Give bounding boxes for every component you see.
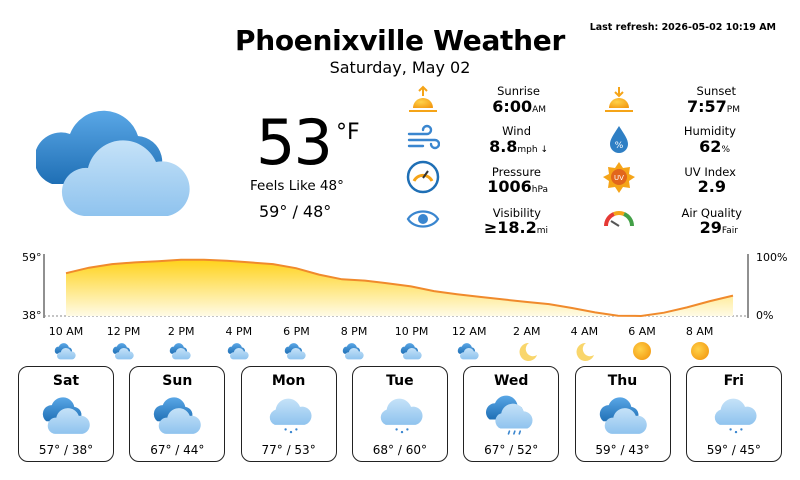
hour-label: 12 PM	[106, 325, 141, 338]
pressure-value: 1006hPa	[487, 177, 548, 196]
partly-cloudy-icon	[54, 343, 76, 360]
y-min-label: 38°	[22, 309, 42, 322]
hour-label: 4 PM	[225, 325, 253, 338]
partly-cloudy-icon	[112, 343, 134, 360]
wind-label: Wind	[502, 124, 531, 138]
temperature-area	[66, 259, 733, 316]
sunset-icon	[605, 87, 633, 112]
last-refresh: Last refresh: 2026-05-02 10:19 AM	[589, 22, 776, 33]
forecast-day: Thu	[607, 373, 638, 389]
visibility-label: Visibility	[492, 206, 541, 220]
forecast-card-mon: Mon 77° / 53°	[240, 366, 337, 462]
sun-icon	[633, 342, 651, 360]
forecast-card-wed: Wed 67° / 52°	[463, 366, 560, 462]
hour-label: 12 AM	[451, 325, 487, 338]
sunrise-label: Sunrise	[497, 84, 540, 98]
forecast-temps: 59° / 43°	[595, 443, 650, 457]
forecast-card-sat: Sat 57° / 38°	[18, 366, 114, 462]
rain-icon	[269, 398, 312, 434]
air-quality-gauge-icon	[604, 211, 634, 227]
sun-icon	[690, 342, 709, 360]
air-quality-label: Air Quality	[681, 206, 742, 220]
partly-cloudy-icon	[42, 397, 90, 434]
forecast-card-sun: Sun 67° / 44°	[129, 366, 226, 462]
current-date: Saturday, May 02	[329, 58, 471, 77]
feels-like: Feels Like 48°	[250, 178, 344, 194]
hour-label: 8 AM	[685, 325, 714, 338]
forecast-temps: 77° / 53°	[261, 443, 316, 457]
forecast-day: Wed	[493, 373, 529, 389]
forecast-card-thu: Thu 59° / 43°	[574, 366, 671, 462]
uv-icon: UV	[603, 162, 635, 193]
visibility-value: ≥18.2mi	[483, 218, 548, 237]
pressure-label: Pressure	[491, 165, 541, 179]
svg-text:%: %	[615, 141, 624, 151]
svg-text:UV: UV	[614, 174, 624, 182]
hour-label: 4 AM	[570, 325, 599, 338]
partly-cloudy-icon	[599, 397, 647, 434]
forecast-card-tue: Tue 68° / 60°	[351, 366, 448, 462]
uv-index-value: 2.9	[697, 177, 726, 196]
air-quality-value: 29Fair	[699, 218, 738, 237]
hour-label: 10 AM	[48, 325, 84, 338]
temperature-unit: °F	[336, 120, 360, 145]
current-temperature: 53	[256, 106, 333, 179]
forecast-day: Sat	[52, 373, 80, 389]
wind-value: 8.8mph ↓	[489, 137, 548, 156]
humidity-label: Humidity	[683, 124, 736, 138]
partly-cloudy-icon	[342, 343, 364, 360]
forecast-day: Tue	[386, 373, 414, 389]
high-low: 59° / 48°	[259, 202, 332, 221]
forecast-day: Fri	[723, 373, 744, 389]
uv-index-label: UV Index	[684, 165, 736, 179]
forecast-temps: 67° / 44°	[150, 443, 205, 457]
y-max-label: 59°	[22, 251, 42, 264]
partly-cloudy-icon	[285, 343, 307, 360]
partly-cloudy-icon	[457, 343, 479, 360]
wind-icon	[407, 124, 440, 150]
forecast-day: Sun	[162, 373, 193, 389]
rain-icon	[714, 398, 757, 434]
rain-icon	[380, 398, 423, 434]
hour-label: 6 AM	[628, 325, 656, 338]
hourly-temperature-chart: 59° 38° 100% 0%	[22, 251, 787, 322]
eye-icon	[406, 210, 440, 228]
right-max-label: 100%	[756, 251, 787, 264]
partly-cloudy-icon	[227, 343, 249, 360]
moon-icon	[519, 342, 537, 361]
rain-cloudy-icon	[486, 394, 534, 435]
hour-label: 2 PM	[167, 325, 195, 338]
humidity-icon: %	[610, 126, 628, 153]
partly-cloudy-icon	[154, 397, 202, 434]
sunset-label: Sunset	[696, 84, 736, 98]
sunrise-value: 6:00AM	[492, 97, 546, 116]
sunrise-icon	[409, 85, 437, 112]
sunset-value: 7:57PM	[687, 97, 740, 116]
forecast-temps: 57° / 38°	[38, 443, 94, 457]
moon-icon	[576, 342, 595, 361]
page-title: Phoenixville Weather	[235, 24, 565, 57]
forecast-temps: 59° / 45°	[706, 443, 761, 457]
partly-cloudy-icon	[169, 343, 191, 360]
partly-cloudy-icon	[400, 343, 422, 360]
partly-cloudy-icon	[36, 110, 190, 216]
right-min-label: 0%	[756, 309, 773, 322]
forecast-temps: 67° / 52°	[484, 443, 539, 457]
hour-label: 10 PM	[394, 325, 429, 338]
hour-label: 2 AM	[513, 325, 541, 338]
humidity-value: 62%	[699, 137, 730, 156]
barometer-icon	[406, 160, 440, 194]
hour-label: 8 PM	[340, 325, 368, 338]
forecast-card-fri: Fri 59° / 45°	[685, 366, 782, 462]
temperature-line	[65, 258, 734, 318]
forecast-day: Mon	[271, 373, 306, 389]
forecast-temps: 68° / 60°	[372, 443, 427, 457]
hour-label: 6 PM	[283, 325, 310, 338]
